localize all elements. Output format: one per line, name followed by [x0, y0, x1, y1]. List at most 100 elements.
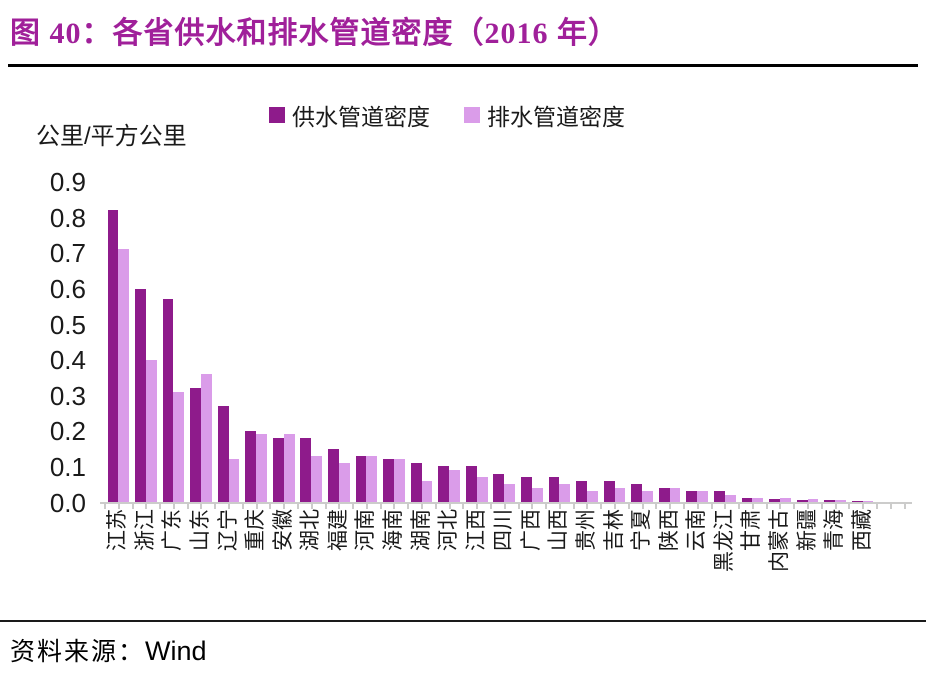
axis-tick: [407, 504, 410, 509]
bar-supply-3: [162, 299, 174, 502]
bar-drainage-5: [228, 459, 240, 502]
axis-tick: [338, 504, 341, 509]
axis-tick: [572, 504, 575, 509]
axis-tick: [393, 504, 396, 509]
source-label: 资料来源：: [10, 639, 146, 666]
axis-tick: [531, 504, 534, 509]
bar-drainage-13: [449, 469, 460, 502]
bar-drainage-20: [642, 491, 653, 502]
bar-supply-27: [824, 500, 836, 502]
x-category-label-text: 河北: [437, 509, 461, 551]
x-category-label-19: 吉林: [603, 509, 627, 654]
chart-title: 图 40：各省供水和排水管道密度（2016 年）: [10, 17, 619, 50]
x-category-label-15: 四川: [492, 509, 516, 654]
x-category-label-text: 江苏: [106, 509, 130, 551]
footer-divider: [0, 620, 926, 622]
bar-supply-14: [465, 466, 477, 502]
x-category-label-text: 黑龙江: [712, 509, 736, 572]
x-category-label-text: 广西: [519, 509, 543, 551]
axis-tick: [145, 504, 148, 509]
axis-tick: [627, 504, 630, 509]
axis-tick: [104, 504, 106, 509]
bar-drainage-6: [256, 434, 267, 502]
y-tick-label: 0.3: [49, 380, 86, 411]
bar-drainage-27: [835, 500, 846, 502]
bar-supply-24: [741, 497, 753, 502]
axis-tick: [241, 504, 244, 509]
x-category-label-text: 河南: [354, 509, 378, 551]
x-category-label-10: 河南: [354, 509, 378, 654]
bar-drainage-19: [614, 487, 626, 502]
bar-supply-28: [851, 500, 863, 502]
bar-supply-2: [135, 288, 146, 502]
bar-supply-6: [245, 430, 257, 502]
bar-drainage-16: [531, 487, 543, 502]
axis-tick: [545, 504, 548, 509]
x-category-label-11: 海南: [382, 509, 406, 654]
legend-item-drainage: 排水管道密度: [464, 98, 625, 132]
bar-supply-20: [631, 484, 643, 502]
x-category-label-text: 广东: [161, 509, 185, 551]
axis-tick: [131, 504, 134, 509]
axis-tick: [724, 504, 727, 509]
axis-tick: [903, 504, 906, 509]
axis-tick: [324, 504, 327, 509]
axis-tick: [848, 504, 851, 509]
x-category-label-text: 山西: [547, 509, 571, 551]
axis-tick: [889, 504, 892, 509]
axis-tick: [517, 504, 520, 509]
x-category-label-13: 河北: [437, 509, 461, 654]
bar-supply-11: [383, 459, 394, 502]
legend-label-supply: 供水管道密度: [292, 104, 430, 130]
bar-drainage-10: [366, 455, 378, 502]
axis-tick: [779, 504, 782, 509]
x-category-label-text: 湖北: [299, 509, 323, 551]
legend-swatch-drainage-icon: [464, 107, 480, 123]
x-category-label-text: 西藏: [850, 509, 874, 551]
bar-supply-23: [714, 491, 725, 502]
bar-supply-4: [190, 388, 201, 502]
x-category-label-24: 甘肃: [740, 509, 764, 654]
axis-tick: [352, 504, 355, 509]
axis-tick: [586, 504, 589, 509]
bar-drainage-7: [283, 434, 295, 502]
axis-tick: [200, 504, 203, 509]
bar-drainage-22: [697, 491, 709, 502]
axis-tick: [283, 504, 286, 509]
axis-tick: [558, 504, 561, 509]
bar-supply-19: [603, 480, 615, 502]
x-category-label-text: 宁夏: [630, 509, 654, 551]
bar-drainage-9: [338, 462, 350, 502]
bar-drainage-18: [586, 491, 598, 502]
x-category-label-text: 四川: [492, 509, 516, 551]
bar-supply-17: [548, 477, 560, 502]
axis-tick: [862, 504, 865, 509]
x-category-label-text: 甘肃: [740, 509, 764, 551]
y-tick-label: 0.2: [49, 416, 86, 447]
x-category-label-text: 贵州: [574, 509, 598, 551]
x-category-label-text: 江西: [464, 509, 488, 551]
x-category-label-14: 江西: [465, 509, 489, 654]
axis-tick: [448, 504, 451, 509]
x-category-label-25: 内蒙古: [768, 509, 792, 654]
bar-drainage-11: [394, 459, 405, 502]
axis-tick: [186, 504, 189, 509]
axis-tick: [172, 504, 175, 509]
x-category-label-20: 宁夏: [630, 509, 654, 654]
axis-tick: [710, 504, 713, 509]
legend-item-supply: 供水管道密度: [269, 98, 430, 132]
x-category-label-text: 海南: [382, 509, 405, 551]
x-category-label-text: 云南: [685, 509, 709, 551]
x-category-label-7: 安徽: [272, 509, 296, 654]
title-divider: [8, 64, 918, 67]
bar-drainage-1: [118, 249, 130, 502]
axis-tick: [503, 504, 506, 509]
bar-supply-9: [328, 448, 339, 502]
axis-tick: [875, 504, 878, 509]
x-category-label-5: 辽宁: [217, 509, 241, 654]
axis-tick: [434, 504, 437, 509]
axis-tick: [379, 504, 382, 509]
axis-tick: [834, 504, 837, 509]
axis-tick: [696, 504, 699, 509]
x-category-label-18: 贵州: [575, 509, 599, 654]
